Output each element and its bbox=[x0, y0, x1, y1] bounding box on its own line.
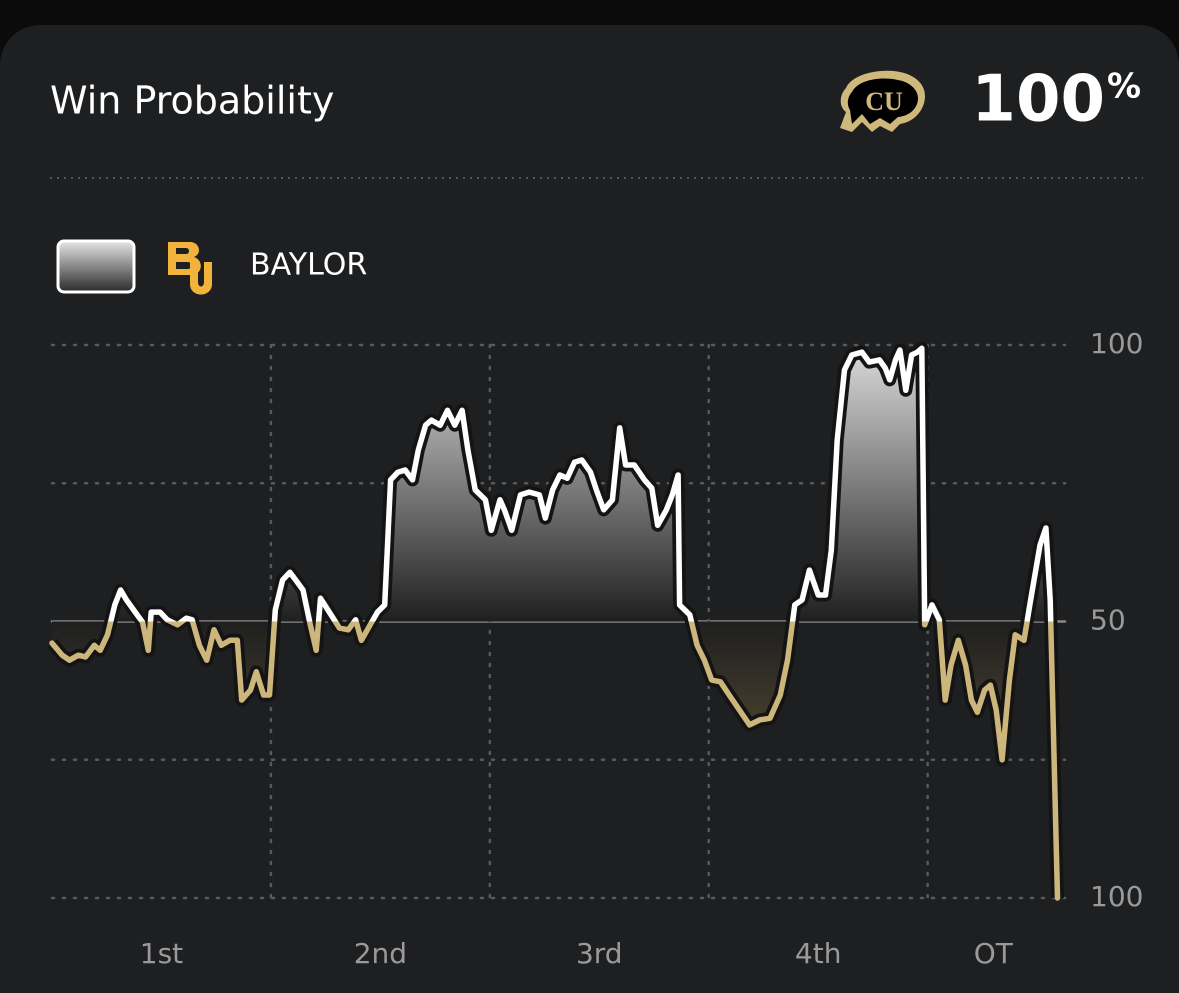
legend-swatch bbox=[56, 239, 136, 294]
legend-label: BAYLOR bbox=[250, 248, 367, 283]
y-tick-label: 100 bbox=[1090, 327, 1143, 360]
title: Win Probability bbox=[50, 79, 334, 123]
baylor-logo bbox=[168, 242, 212, 295]
x-tick-label: OT bbox=[974, 937, 1014, 970]
x-tick-label: 3rd bbox=[576, 937, 623, 970]
colorado-logo: CU bbox=[840, 70, 925, 132]
x-tick-label: 2nd bbox=[354, 937, 407, 970]
x-tick-label: 1st bbox=[140, 937, 183, 970]
leader-probability-unit: % bbox=[1107, 67, 1141, 107]
y-tick-label: 100 bbox=[1090, 880, 1143, 913]
leader-probability: 100 bbox=[971, 63, 1105, 137]
plot: 100 50 100 1st 2nd 3rd 4th OT bbox=[47, 327, 1143, 970]
x-tick-label: 4th bbox=[795, 937, 842, 970]
y-tick-label: 50 bbox=[1090, 604, 1126, 637]
area bbox=[52, 348, 1058, 898]
line bbox=[49, 345, 1061, 901]
svg-text:CU: CU bbox=[865, 87, 903, 116]
